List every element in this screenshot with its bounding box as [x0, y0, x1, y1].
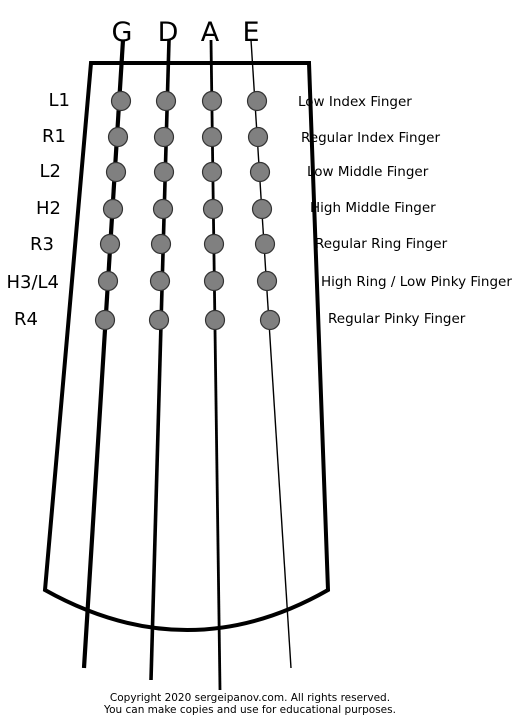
position-label-l1: L1	[49, 90, 70, 111]
finger-label-high-ring-low-pinky: High Ring / Low Pinky Finger	[321, 274, 512, 290]
finger-dot-a-1	[201, 90, 223, 112]
finger-label-regular-pinky: Regular Pinky Finger	[328, 311, 466, 327]
finger-label-low-middle: Low Middle Finger	[307, 164, 429, 180]
finger-dot-a-4	[202, 198, 224, 220]
position-label-r4: R4	[14, 309, 38, 330]
finger-dot-a-3	[201, 161, 223, 183]
finger-dot-d-3	[153, 161, 175, 183]
finger-dot-g-4	[102, 198, 124, 220]
string-label-d: D	[158, 17, 179, 48]
finger-position-dots	[94, 90, 281, 331]
finger-dot-d-7	[148, 309, 170, 331]
finger-dot-e-1	[246, 90, 268, 112]
finger-label-regular-index: Regular Index Finger	[301, 130, 440, 146]
finger-dot-d-1	[155, 90, 177, 112]
finger-dot-g-1	[110, 90, 132, 112]
position-label-h3-l4: H3/L4	[6, 272, 59, 293]
finger-dot-e-2	[247, 126, 269, 148]
finger-label-regular-ring: Regular Ring Finger	[315, 236, 448, 252]
finger-dot-e-4	[251, 198, 273, 220]
finger-dot-e-7	[259, 309, 281, 331]
finger-dot-d-4	[152, 198, 174, 220]
finger-dot-g-2	[107, 126, 129, 148]
finger-dot-g-3	[105, 161, 127, 183]
copyright-line-2: You can make copies and use for educatio…	[103, 704, 396, 716]
finger-label-high-middle: High Middle Finger	[310, 200, 436, 216]
finger-dot-a-7	[204, 309, 226, 331]
finger-dot-d-6	[149, 270, 171, 292]
string-label-a: A	[201, 17, 220, 48]
finger-dot-a-5	[203, 233, 225, 255]
finger-dot-a-6	[203, 270, 225, 292]
finger-dot-g-7	[94, 309, 116, 331]
finger-dot-e-3	[249, 161, 271, 183]
finger-dot-g-6	[97, 270, 119, 292]
string-label-e: E	[242, 17, 259, 48]
string-label-g: G	[112, 17, 133, 48]
finger-dot-e-6	[256, 270, 278, 292]
finger-dot-g-5	[99, 233, 121, 255]
position-label-r3: R3	[30, 234, 54, 255]
fingerboard-outline	[42, 61, 331, 632]
copyright-line-1: Copyright 2020 sergeipanov.com. All righ…	[110, 692, 390, 704]
finger-dot-a-2	[201, 126, 223, 148]
finger-dot-d-5	[150, 233, 172, 255]
position-label-h2: H2	[36, 198, 61, 219]
position-label-l2: L2	[40, 161, 61, 182]
position-label-r1: R1	[42, 126, 66, 147]
string-line-a	[209, 39, 222, 691]
finger-dot-d-2	[153, 126, 175, 148]
finger-dot-e-5	[254, 233, 276, 255]
finger-label-low-index: Low Index Finger	[298, 94, 412, 110]
